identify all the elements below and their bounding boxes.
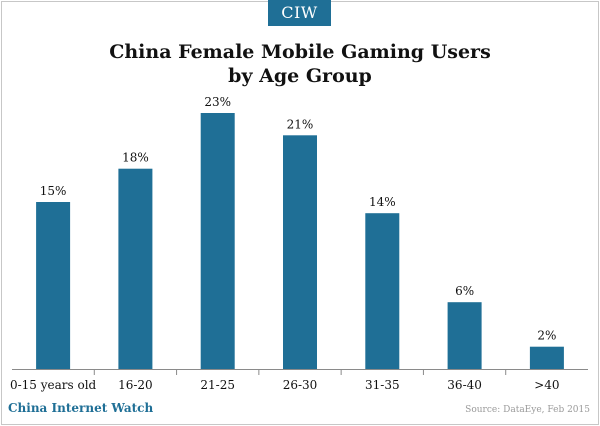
x-tick-label-6: >40 [534,378,559,392]
x-tick-label-2: 21-25 [200,378,235,392]
x-tick-label-1: 16-20 [118,378,153,392]
chart-title-line-1: China Female Mobile Gaming Users [109,41,491,63]
source-note: Source: DataEye, Feb 2015 [465,405,590,415]
x-tick-label-3: 26-30 [283,378,318,392]
data-label-6: 2% [537,329,556,343]
data-label-4: 14% [369,195,396,209]
data-label-1: 18% [122,151,149,165]
bar-6 [529,346,564,369]
x-tick-label-5: 36-40 [447,378,482,392]
ciw-badge: CIW [268,0,331,26]
data-label-0: 15% [40,184,67,198]
chart-title: China Female Mobile Gaming Users by Age … [0,40,600,88]
data-label-2: 23% [204,95,231,109]
brand-label: China Internet Watch [8,401,154,415]
x-tick-label-0: 0-15 years old [10,378,97,392]
data-label-3: 21% [287,117,314,131]
data-label-5: 6% [455,284,474,298]
x-tick-label-4: 31-35 [365,378,400,392]
bar-1 [118,168,153,369]
bar-5 [447,302,482,369]
bar-0 [36,202,71,369]
bar-3 [283,135,317,369]
ciw-badge-label: CIW [281,3,318,22]
bar-4 [365,213,400,369]
chart-title-line-2: by Age Group [228,65,372,87]
bar-2 [200,113,235,369]
